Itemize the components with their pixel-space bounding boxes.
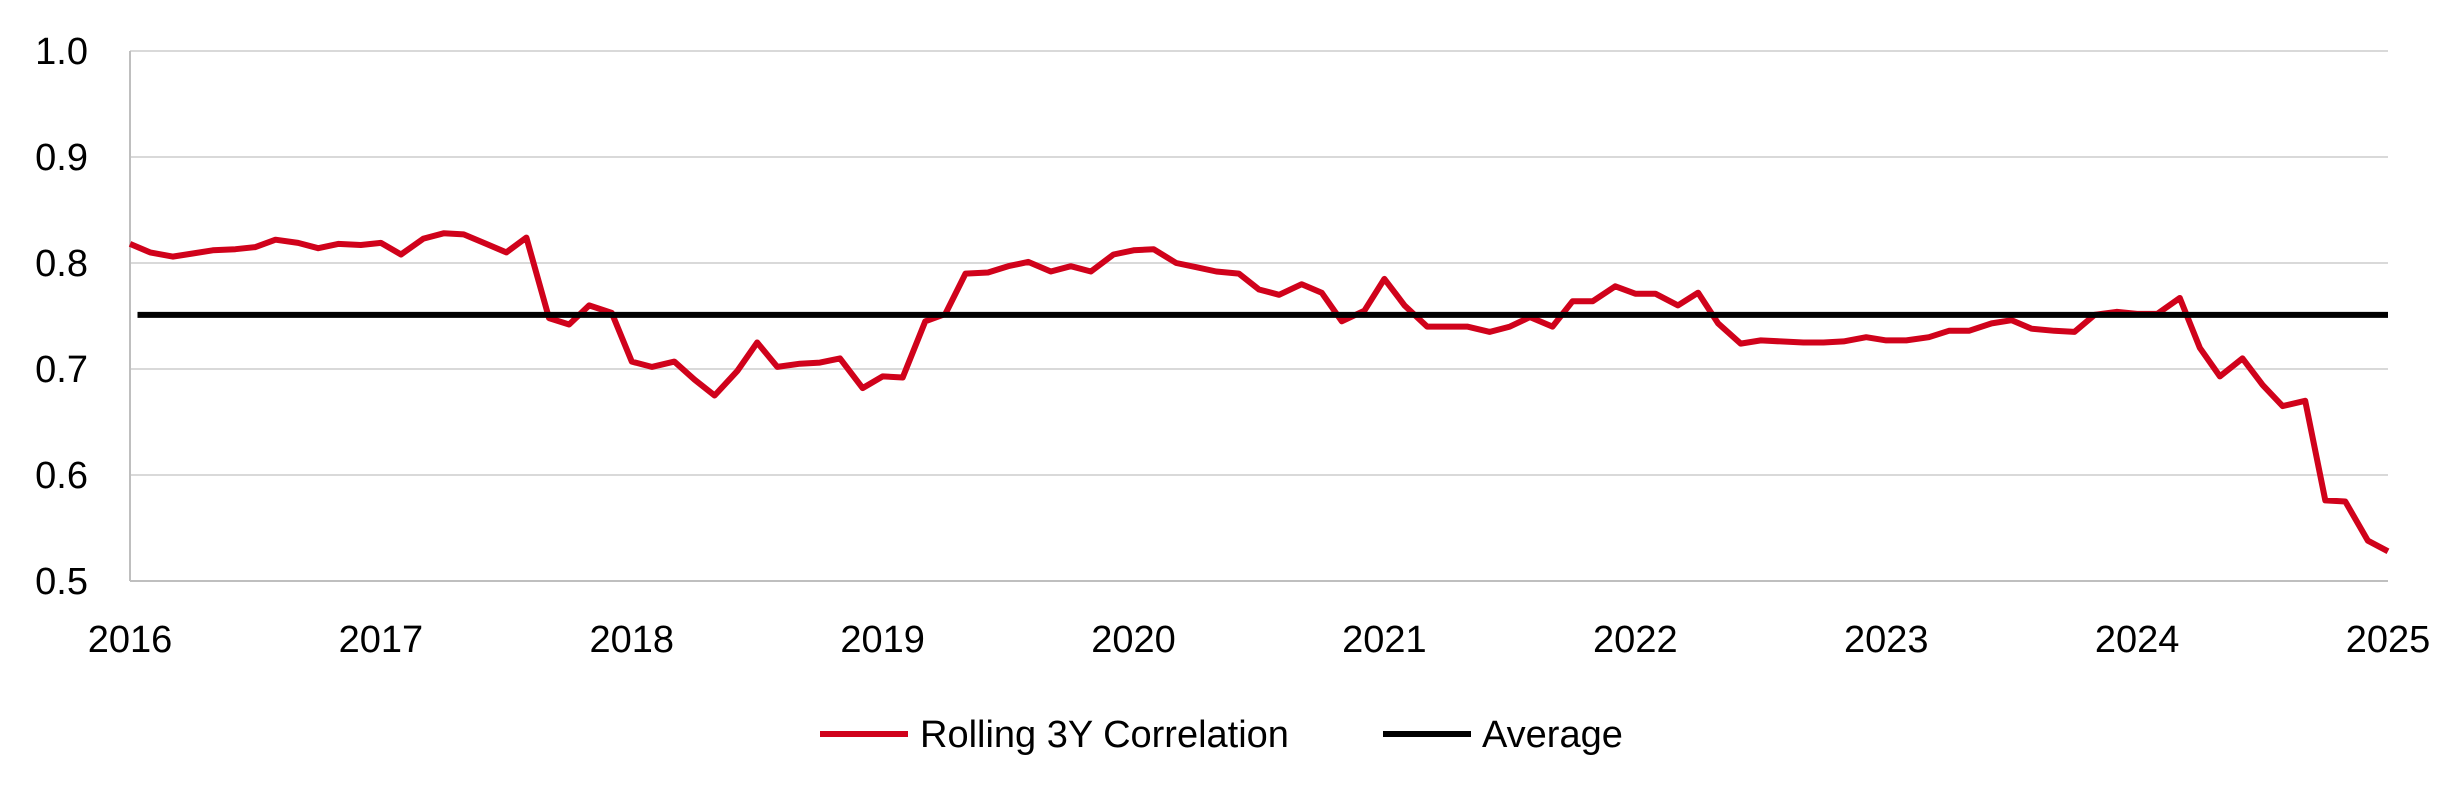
x-tick-label: 2016 xyxy=(88,619,173,661)
x-tick-label: 2025 xyxy=(2346,619,2431,661)
x-tick-label: 2017 xyxy=(339,619,424,661)
x-tick-label: 2024 xyxy=(2095,619,2180,661)
legend: Rolling 3Y Correlation Average xyxy=(820,714,1623,756)
y-tick-label: 0.9 xyxy=(35,137,88,179)
series-lines xyxy=(128,230,2390,554)
x-tick-label: 2022 xyxy=(1593,619,1678,661)
x-tick-label: 2018 xyxy=(590,619,675,661)
legend-label: Rolling 3Y Correlation xyxy=(920,714,1289,756)
series-line-rolling-3y-correlation xyxy=(128,230,2390,554)
x-tick-label: 2019 xyxy=(840,619,925,661)
x-tick-label: 2021 xyxy=(1342,619,1427,661)
grid-lines xyxy=(129,50,2388,582)
legend-label: Average xyxy=(1482,714,1623,756)
y-tick-label: 0.7 xyxy=(35,349,88,391)
x-tick-label: 2023 xyxy=(1844,619,1929,661)
y-tick-label: 0.6 xyxy=(35,455,88,497)
y-tick-label: 0.8 xyxy=(35,243,88,285)
x-tick-label: 2020 xyxy=(1091,619,1176,661)
y-axis-tick-labels: 1.0 0.9 0.8 0.7 0.6 0.5 xyxy=(35,31,88,603)
y-tick-label: 1.0 xyxy=(35,31,88,73)
x-axis-tick-labels: 2016 2017 2018 2019 2020 2021 2022 2023 2024 2025 xyxy=(88,619,2431,661)
y-tick-label: 0.5 xyxy=(35,561,88,603)
